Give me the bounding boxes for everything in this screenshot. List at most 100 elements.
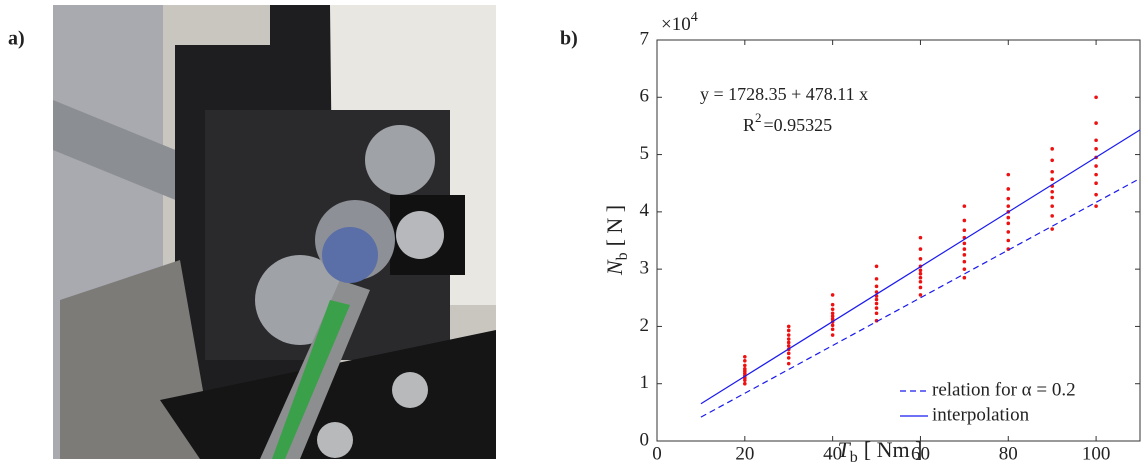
x-label-sub: b [850,449,858,464]
x-axis-label: Tb [ Nm ] [838,437,923,464]
data-point [1094,192,1098,197]
data-point [918,235,923,240]
photo-shape [53,100,200,210]
y-axis-label: Nb [ N ] [602,205,631,276]
data-point [918,275,923,280]
data-point [918,268,923,273]
y-tick-label: 3 [640,258,650,279]
photo-shape [317,422,353,458]
data-point [962,275,967,280]
data-point [918,293,923,297]
data-point [830,311,835,316]
data-point [1050,158,1054,163]
data-point [918,279,923,284]
data-point [962,247,967,251]
data-point [786,333,791,337]
data-point [962,259,967,264]
data-point [1050,190,1054,194]
photo-shape [396,211,444,259]
data-point [1006,204,1011,208]
data-point [874,297,879,302]
y-multiplier: ×104 [661,10,698,35]
data-point [1006,215,1011,220]
y-tick-label: 2 [640,315,650,336]
r2-base: R [743,115,755,135]
data-point [874,277,879,281]
panel-label: a) [8,28,25,50]
data-point [743,359,747,363]
data-point [1050,177,1054,182]
legend-label: interpolation [932,404,1030,425]
data-point [1094,172,1098,177]
data-point [874,301,879,306]
photo-shape [392,372,428,408]
line [700,129,1141,405]
photo-shape [365,125,435,195]
data-point [874,264,879,269]
data-point [1050,147,1054,151]
plot-frame [656,39,1141,442]
data-point [918,285,923,290]
x-tick-label: 80 [999,443,1018,464]
data-point [743,354,747,359]
x-tick-label: 0 [652,443,662,464]
data-point [962,218,967,223]
data-point [1094,147,1098,151]
y-label-unit: [ N ] [602,205,627,247]
data-point [786,361,791,366]
data-point [786,328,791,333]
data-point [830,323,835,328]
y-tick-label: 0 [640,429,650,450]
x-label-unit: [ Nm ] [864,437,923,462]
data-point [962,204,967,208]
r-squared: R2 =0.95325 [743,110,832,135]
equation: y = 1728.35 + 478.11 x [700,84,868,104]
data-point [830,314,835,318]
x-tick-label: 40 [823,443,842,464]
y-label-main: N [602,259,627,276]
data-point [830,327,835,332]
data-point [962,241,967,246]
panel-label: b) [560,28,578,50]
data-point [1094,121,1098,125]
data-point [786,344,791,348]
data-point [830,307,835,312]
data-point [830,293,835,297]
data-point [874,311,879,316]
data-point [1050,227,1054,231]
y-label-sub: b [614,252,631,260]
data-point [962,253,967,257]
data-point [874,284,879,289]
y-tick-label: 6 [640,86,650,107]
data-point [1006,172,1011,177]
data-point [1006,196,1011,201]
data-point [1094,204,1098,208]
r2-exponent: 2 [755,110,762,125]
data-point [830,333,835,337]
y-tick-label: 4 [640,200,650,221]
data-point [1094,138,1098,143]
y-multiplier-base: ×10 [661,14,691,35]
data-point [786,351,791,356]
photo-shape [322,227,378,283]
data-point [1006,187,1011,191]
data-point [1050,204,1054,208]
data-point [1094,181,1098,186]
data-point [1006,221,1011,226]
r2-value: =0.95325 [764,115,833,135]
data-point [1050,195,1054,200]
y-tick-label: 7 [640,28,650,49]
y-tick-label: 5 [640,143,650,164]
photo-shape [272,300,350,459]
data-point [743,367,747,371]
data-point [1050,169,1054,174]
data-point [786,356,791,360]
data-point [743,363,747,368]
data-point [786,340,791,345]
x-label-main: T [838,437,852,462]
photo-shape [160,330,496,459]
data-point [830,317,835,321]
data-point [1006,238,1011,243]
data-point [874,306,879,310]
